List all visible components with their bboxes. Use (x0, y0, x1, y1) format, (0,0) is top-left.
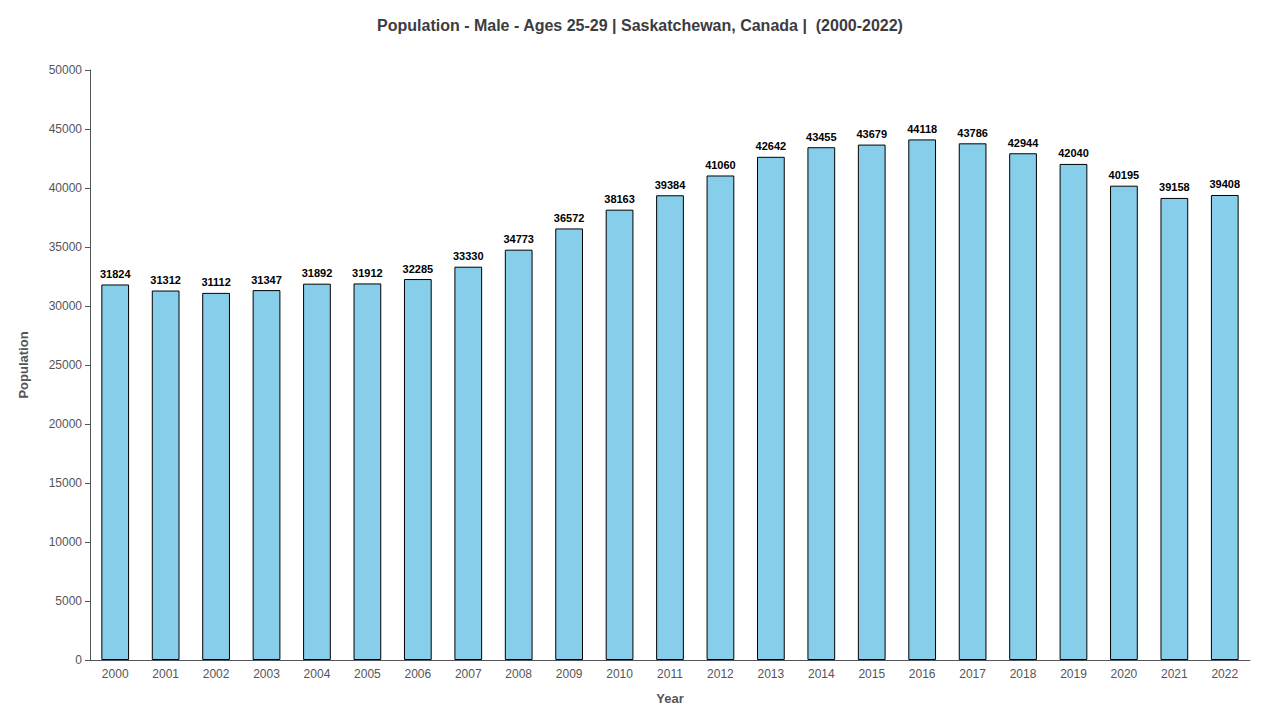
svg-text:2006: 2006 (404, 667, 431, 681)
svg-text:2005: 2005 (354, 667, 381, 681)
svg-text:45000: 45000 (49, 122, 83, 136)
svg-text:2017: 2017 (959, 667, 986, 681)
svg-text:2021: 2021 (1161, 667, 1188, 681)
svg-text:2002: 2002 (203, 667, 230, 681)
svg-text:40195: 40195 (1109, 169, 1140, 181)
svg-text:2012: 2012 (707, 667, 734, 681)
svg-text:5000: 5000 (55, 594, 82, 608)
svg-text:38163: 38163 (604, 193, 635, 205)
svg-text:Year: Year (656, 691, 683, 706)
svg-text:43786: 43786 (957, 127, 988, 139)
svg-text:2003: 2003 (253, 667, 280, 681)
svg-text:43455: 43455 (806, 131, 837, 143)
svg-text:31112: 31112 (201, 276, 230, 288)
svg-text:43679: 43679 (856, 128, 887, 140)
svg-text:2009: 2009 (556, 667, 583, 681)
svg-text:33330: 33330 (453, 250, 484, 262)
svg-text:35000: 35000 (49, 240, 83, 254)
svg-text:2007: 2007 (455, 667, 482, 681)
svg-text:25000: 25000 (49, 358, 83, 372)
svg-text:42642: 42642 (756, 140, 787, 152)
svg-text:20000: 20000 (49, 417, 83, 431)
svg-text:30000: 30000 (49, 299, 83, 313)
svg-text:42040: 42040 (1058, 147, 1089, 159)
svg-text:0: 0 (75, 653, 82, 667)
svg-text:39408: 39408 (1209, 178, 1240, 190)
svg-text:2004: 2004 (304, 667, 331, 681)
svg-text:2014: 2014 (808, 667, 835, 681)
svg-text:42944: 42944 (1008, 137, 1039, 149)
svg-text:36572: 36572 (554, 212, 585, 224)
svg-text:39384: 39384 (655, 179, 686, 191)
svg-text:2011: 2011 (657, 667, 683, 681)
svg-text:31892: 31892 (302, 267, 333, 279)
svg-text:41060: 41060 (705, 159, 736, 171)
svg-text:Population - Male - Ages 25-29: Population - Male - Ages 25-29 | Saskatc… (377, 17, 903, 34)
svg-text:2000: 2000 (102, 667, 129, 681)
svg-text:31912: 31912 (352, 267, 383, 279)
svg-text:32285: 32285 (403, 263, 434, 275)
svg-text:15000: 15000 (49, 476, 83, 490)
svg-text:44118: 44118 (907, 123, 937, 135)
svg-text:2013: 2013 (758, 667, 785, 681)
svg-text:31347: 31347 (251, 274, 282, 286)
svg-text:2016: 2016 (909, 667, 936, 681)
svg-text:31312: 31312 (150, 274, 181, 286)
svg-text:39158: 39158 (1159, 181, 1190, 193)
svg-text:2022: 2022 (1211, 667, 1238, 681)
svg-text:40000: 40000 (49, 181, 83, 195)
svg-text:2015: 2015 (858, 667, 885, 681)
svg-text:2018: 2018 (1010, 667, 1037, 681)
svg-text:Population: Population (16, 331, 31, 398)
svg-text:2019: 2019 (1060, 667, 1087, 681)
svg-text:10000: 10000 (49, 535, 83, 549)
svg-text:34773: 34773 (503, 233, 534, 245)
svg-text:2010: 2010 (606, 667, 633, 681)
svg-text:2001: 2001 (152, 667, 179, 681)
svg-text:2020: 2020 (1111, 667, 1138, 681)
svg-text:31824: 31824 (100, 268, 131, 280)
svg-text:50000: 50000 (49, 63, 83, 77)
svg-text:2008: 2008 (505, 667, 532, 681)
